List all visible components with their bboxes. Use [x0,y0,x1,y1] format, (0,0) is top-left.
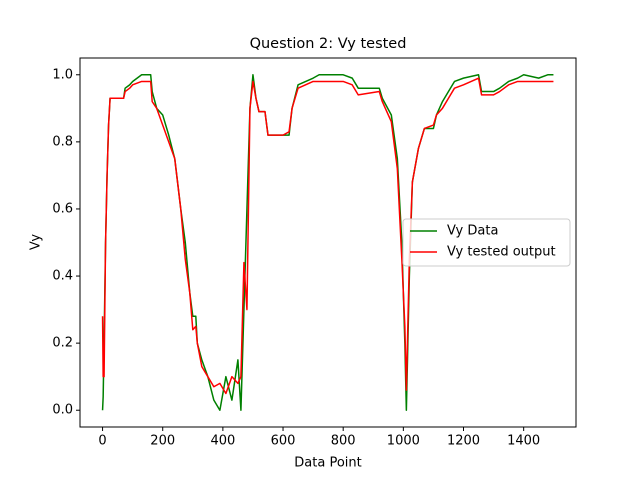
x-axis-label: Data Point [294,456,361,471]
y-tick-label: 0.2 [52,336,73,351]
legend-label: Vy Data [447,224,498,239]
legend-box [402,218,571,267]
y-axis-label: Vy [29,234,44,251]
x-tick-label: 400 [210,434,235,449]
x-tick-label: 800 [331,434,356,449]
legend-label: Vy tested output [447,245,556,260]
x-tick-label: 600 [271,434,296,449]
x-tick-label: 1000 [387,434,420,449]
y-tick-label: 0.8 [52,134,73,149]
series-line [101,77,554,395]
y-tick-label: 0.4 [52,269,73,284]
plot-frame [79,57,577,428]
y-tick-label: 0.0 [52,403,73,418]
x-tick-label: 0 [98,434,106,449]
x-tick-label: 1400 [507,434,540,449]
y-tick-label: 0.6 [52,201,73,216]
x-tick-label: 200 [150,434,175,449]
chart-title: Question 2: Vy tested [250,36,407,52]
y-tick-label: 1.0 [52,67,73,82]
x-tick-label: 1200 [447,434,480,449]
